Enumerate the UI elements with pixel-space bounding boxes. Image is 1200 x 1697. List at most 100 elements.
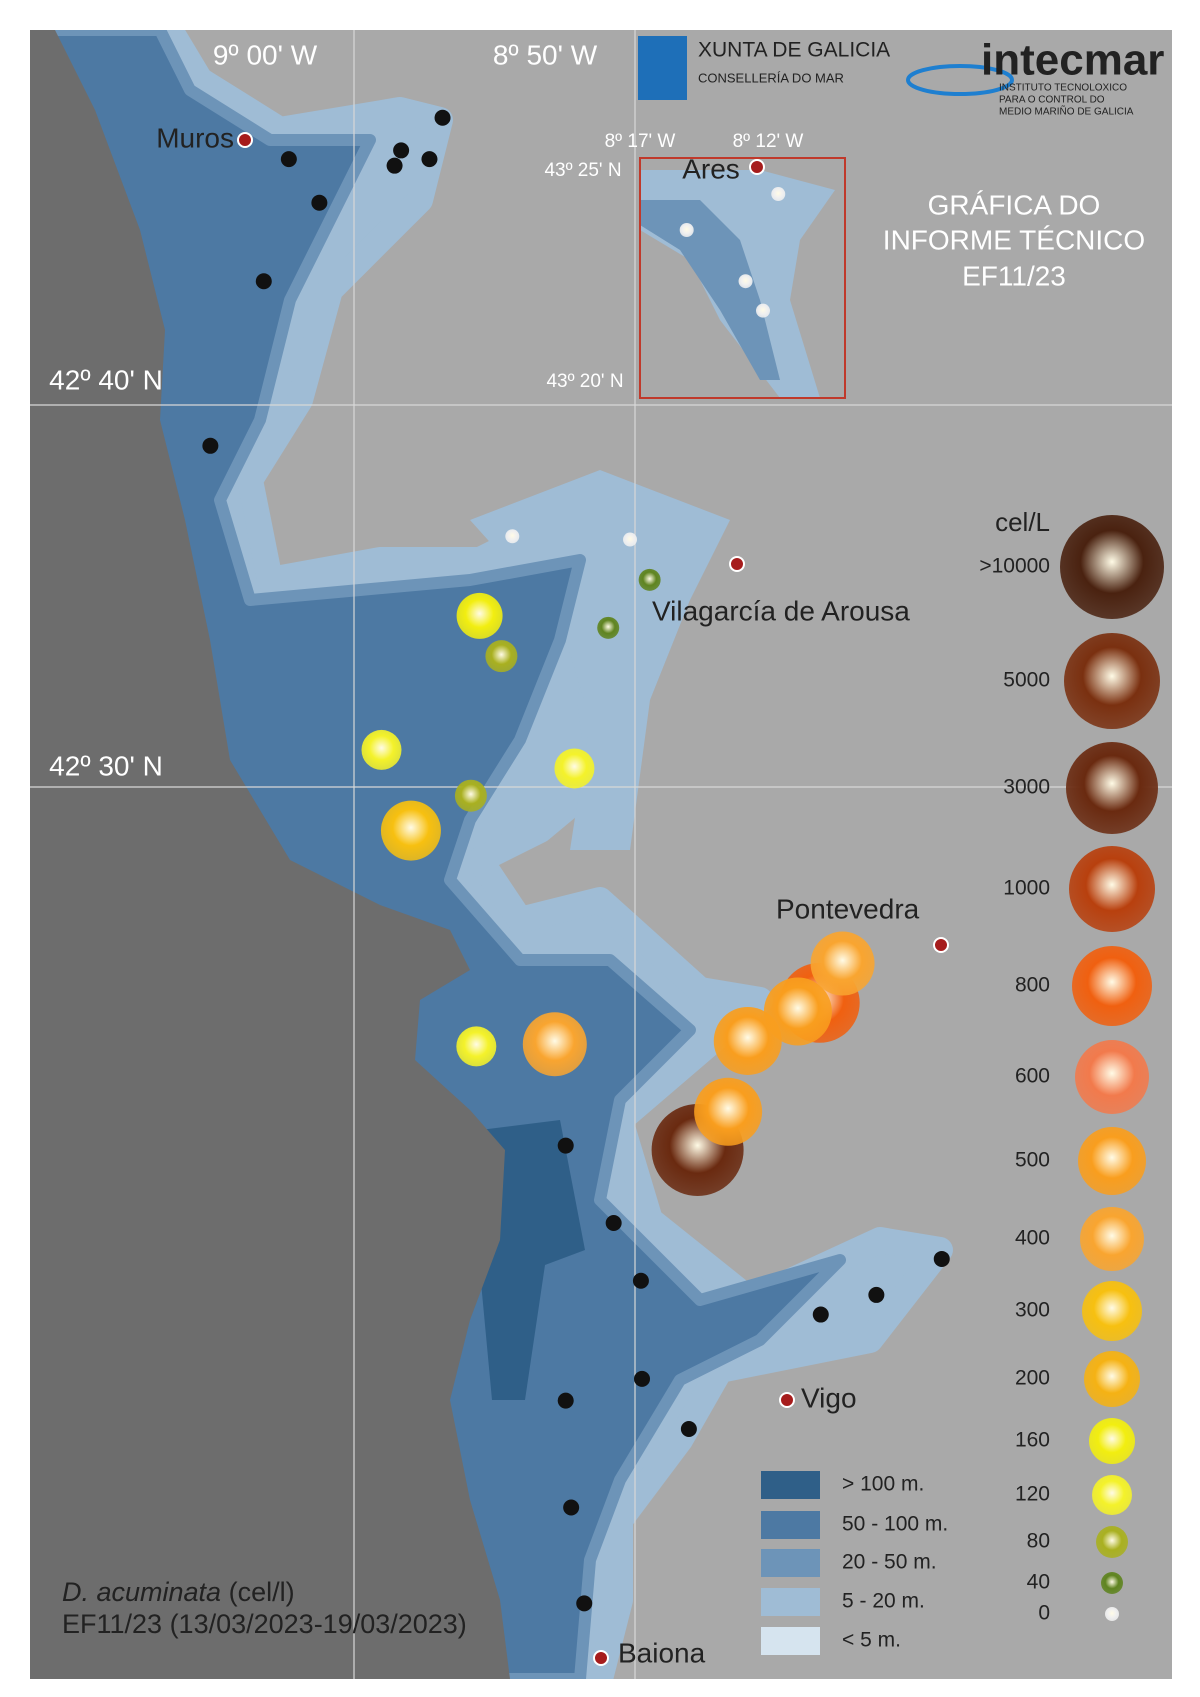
legend-symbol (1082, 1281, 1142, 1341)
station-no-data (868, 1286, 885, 1303)
place-dot (729, 556, 745, 572)
legend-label: 0 (1038, 1602, 1050, 1625)
legend-symbol (1064, 633, 1160, 729)
place-label: Vigo (801, 1382, 857, 1413)
depth-swatch (761, 1471, 820, 1499)
caption: D. acuminata (cel/l) (62, 1577, 295, 1607)
station (554, 748, 595, 789)
legend-symbol (1105, 1607, 1119, 1621)
depth-swatch (761, 1511, 820, 1539)
station (763, 977, 832, 1046)
legend-symbol (1096, 1526, 1128, 1558)
depth-label: 5 - 20 m. (842, 1590, 925, 1613)
lon-label: 9º 00' W (213, 39, 318, 70)
legend-title: cel/L (995, 507, 1050, 537)
station (638, 568, 661, 591)
xunta-emblem (638, 36, 687, 100)
station-no-data (280, 151, 297, 168)
station-no-data (202, 437, 219, 454)
caption-unit: (cel/l) (229, 1577, 295, 1607)
depth-label: < 5 m. (842, 1629, 901, 1652)
station-no-data (933, 1250, 950, 1267)
station-no-data (812, 1306, 829, 1323)
intecmar-sub: INSTITUTO TECNOLOXICO (999, 83, 1127, 94)
depth-swatch (761, 1627, 820, 1655)
legend-symbol (1069, 846, 1155, 932)
intecmar-sub: PARA O CONTROL DO (999, 95, 1105, 106)
station (454, 779, 487, 812)
lat-label: 42º 30' N (49, 750, 163, 781)
station (694, 1077, 763, 1146)
lat-label: 42º 40' N (49, 364, 163, 395)
inset-station (738, 274, 753, 289)
place-dot (237, 132, 253, 148)
place-label: Baiona (618, 1637, 706, 1668)
legend-label: 80 (1027, 1530, 1050, 1553)
station-no-data (576, 1595, 593, 1612)
station-no-data (434, 109, 451, 126)
xunta-text: XUNTA DE GALICIA (698, 39, 890, 62)
report-label: EF11/23 (962, 260, 1066, 291)
station (361, 729, 402, 770)
place-dot (933, 937, 949, 953)
inset-lat-label: 43º 25' N (544, 160, 621, 181)
place-label: Vilagarcía de Arousa (652, 595, 910, 626)
caption-species: D. acuminata (62, 1577, 221, 1607)
xunta-sub: CONSELLERÍA DO MAR (698, 70, 844, 85)
station (380, 800, 441, 861)
station (505, 529, 520, 544)
legend-label: 3000 (1003, 776, 1050, 799)
legend-label: 400 (1015, 1227, 1050, 1250)
station-no-data (557, 1137, 574, 1154)
legend-label: 120 (1015, 1483, 1050, 1506)
inset-lon-label: 8º 17' W (605, 131, 676, 152)
legend-label: 200 (1015, 1367, 1050, 1390)
legend-label: 300 (1015, 1299, 1050, 1322)
intecmar-text: intecmar (981, 36, 1164, 85)
legend-label: 40 (1027, 1571, 1050, 1594)
legend-symbol (1084, 1351, 1140, 1407)
legend-label: 500 (1015, 1149, 1050, 1172)
depth-label: 20 - 50 m. (842, 1551, 937, 1574)
intecmar-swirl (906, 64, 1014, 96)
report-label: GRÁFICA DO (928, 189, 1101, 220)
legend-symbol (1078, 1127, 1146, 1195)
station-no-data (680, 1420, 697, 1437)
legend-symbol (1066, 742, 1158, 834)
station-no-data (563, 1499, 580, 1516)
legend-label: 800 (1015, 974, 1050, 997)
station-no-data (557, 1392, 574, 1409)
place-dot (749, 159, 765, 175)
inset-station (771, 187, 786, 202)
intecmar-sub: MEDIO MARIÑO DE GALICIA (999, 105, 1134, 118)
legend-symbol (1060, 515, 1164, 619)
station-no-data (634, 1370, 651, 1387)
place-dot (779, 1392, 795, 1408)
depth-swatch (761, 1549, 820, 1577)
legend-label: 5000 (1003, 669, 1050, 692)
station (713, 1006, 782, 1075)
depth-swatch (761, 1588, 820, 1616)
station-no-data (255, 273, 272, 290)
legend-symbol (1072, 946, 1152, 1026)
station-no-data (393, 142, 410, 159)
station (522, 1012, 587, 1077)
report-label: INFORME TÉCNICO (883, 224, 1145, 255)
place-label: Ares (682, 153, 740, 184)
station-no-data (421, 151, 438, 168)
place-label: Pontevedra (776, 893, 920, 924)
inset-station (756, 303, 770, 318)
basemap (30, 30, 1172, 1679)
place-label: Muros (156, 122, 234, 153)
station-no-data (605, 1214, 622, 1231)
inset-station (679, 222, 694, 237)
inset-lon-label: 8º 12' W (733, 131, 804, 152)
legend-label: 1000 (1003, 877, 1050, 900)
legend-symbol (1092, 1475, 1132, 1515)
station (456, 592, 503, 639)
station (485, 640, 518, 673)
depth-label: 50 - 100 m. (842, 1513, 948, 1536)
station-no-data (386, 157, 403, 174)
legend-label: >10000 (979, 555, 1050, 578)
